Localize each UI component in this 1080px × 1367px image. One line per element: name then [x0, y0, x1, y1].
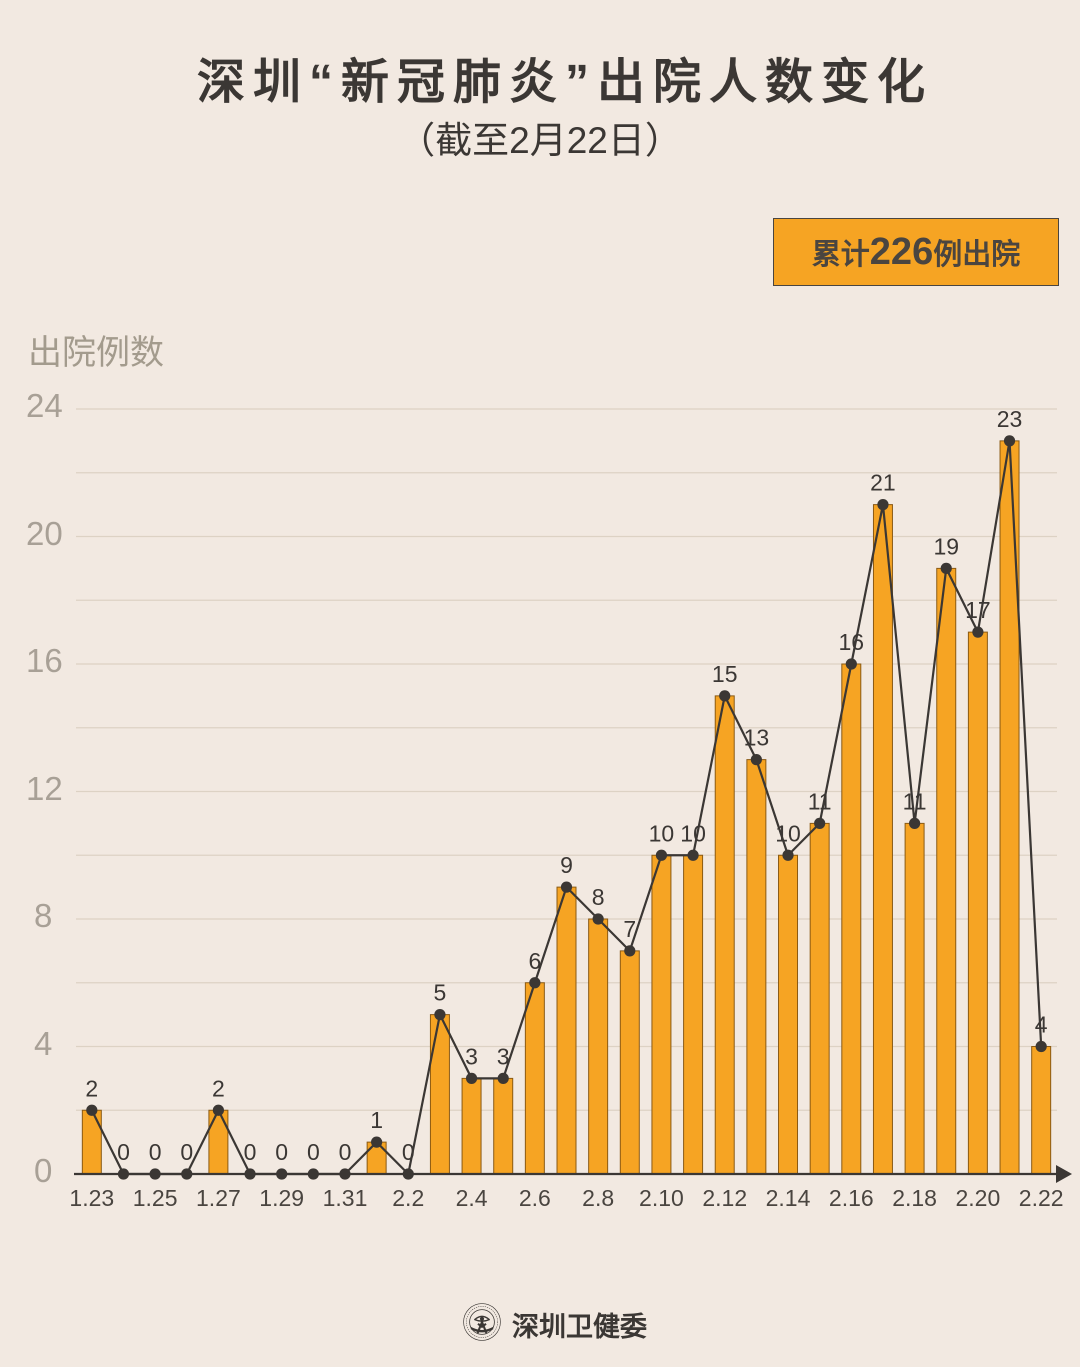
svg-text:1: 1: [370, 1107, 383, 1133]
svg-text:2.8: 2.8: [582, 1185, 614, 1211]
svg-text:2.16: 2.16: [829, 1185, 874, 1211]
svg-text:2.22: 2.22: [1019, 1185, 1064, 1211]
svg-text:0: 0: [275, 1139, 288, 1165]
svg-text:2.14: 2.14: [766, 1185, 811, 1211]
svg-text:2.6: 2.6: [519, 1185, 551, 1211]
svg-text:9: 9: [560, 852, 573, 878]
svg-text:15: 15: [712, 661, 738, 687]
svg-text:2.2: 2.2: [392, 1185, 424, 1211]
svg-text:0: 0: [244, 1139, 257, 1165]
svg-text:0: 0: [117, 1139, 130, 1165]
svg-text:2.4: 2.4: [456, 1185, 488, 1211]
svg-text:23: 23: [997, 406, 1023, 432]
svg-text:2.12: 2.12: [702, 1185, 747, 1211]
svg-text:1.23: 1.23: [69, 1185, 114, 1211]
svg-text:0: 0: [339, 1139, 352, 1165]
svg-text:0: 0: [402, 1139, 415, 1165]
svg-text:10: 10: [649, 820, 675, 846]
svg-text:16: 16: [839, 629, 865, 655]
svg-text:6: 6: [528, 948, 541, 974]
svg-text:7: 7: [623, 916, 636, 942]
svg-text:10: 10: [680, 820, 706, 846]
svg-text:2: 2: [85, 1075, 98, 1101]
svg-text:2.20: 2.20: [956, 1185, 1001, 1211]
svg-text:4: 4: [1035, 1012, 1048, 1038]
svg-text:0: 0: [149, 1139, 162, 1165]
svg-text:3: 3: [497, 1043, 510, 1069]
svg-text:17: 17: [965, 597, 991, 623]
svg-text:19: 19: [933, 533, 959, 559]
svg-text:13: 13: [744, 725, 770, 751]
svg-text:8: 8: [592, 884, 605, 910]
svg-text:5: 5: [434, 980, 447, 1006]
svg-text:1.27: 1.27: [196, 1185, 241, 1211]
svg-text:2: 2: [212, 1075, 225, 1101]
svg-text:21: 21: [870, 470, 896, 496]
svg-text:11: 11: [808, 788, 832, 814]
svg-text:2.10: 2.10: [639, 1185, 684, 1211]
svg-text:11: 11: [903, 788, 927, 814]
svg-text:10: 10: [775, 820, 801, 846]
svg-text:0: 0: [307, 1139, 320, 1165]
svg-text:1.31: 1.31: [323, 1185, 368, 1211]
svg-text:3: 3: [465, 1043, 478, 1069]
svg-text:1.25: 1.25: [133, 1185, 178, 1211]
svg-text:2.18: 2.18: [892, 1185, 937, 1211]
svg-text:1.29: 1.29: [259, 1185, 304, 1211]
svg-text:0: 0: [180, 1139, 193, 1165]
